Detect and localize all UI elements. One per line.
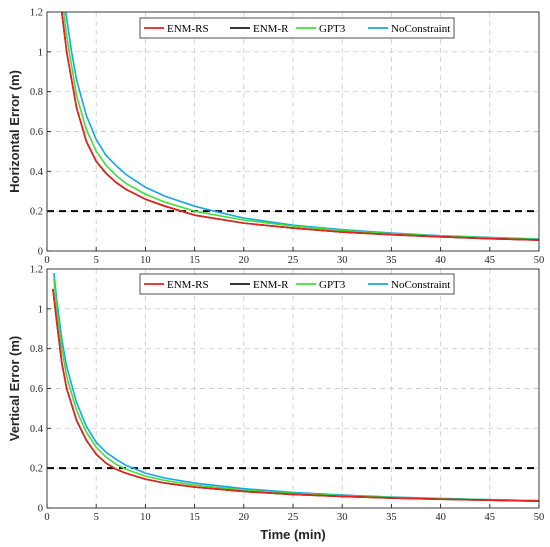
x-tick-label: 15 bbox=[189, 255, 200, 266]
legend-label-enm-r: ENM-R bbox=[253, 279, 289, 291]
x-tick-label: 10 bbox=[140, 512, 151, 523]
x-tick-label: 35 bbox=[386, 255, 397, 266]
x-tick-label: 0 bbox=[44, 512, 49, 523]
x-tick-label: 20 bbox=[239, 512, 250, 523]
y-tick-label: 0.2 bbox=[30, 464, 43, 475]
x-tick-label: 30 bbox=[337, 512, 348, 523]
legend-label-noconstraint: NoConstraint bbox=[391, 279, 450, 291]
series-line-gpt3 bbox=[62, 12, 539, 241]
legend-label-noconstraint: NoConstraint bbox=[391, 23, 450, 35]
x-tick-label: 25 bbox=[288, 512, 299, 523]
series-line-noconstraint bbox=[53, 272, 539, 502]
y-tick-label: 0.6 bbox=[30, 127, 43, 138]
x-tick-label: 15 bbox=[189, 512, 200, 523]
x-tick-label: 10 bbox=[140, 255, 151, 266]
y-tick-label: 1.2 bbox=[30, 8, 43, 19]
x-tick-label: 40 bbox=[435, 255, 446, 266]
legend-label-gpt3: GPT3 bbox=[319, 279, 346, 291]
x-tick-label: 5 bbox=[94, 255, 99, 266]
x-tick-label: 35 bbox=[386, 512, 397, 523]
y-tick-label: 0.8 bbox=[30, 344, 43, 355]
x-tick-label: 40 bbox=[435, 512, 446, 523]
x-axis-label: Time (min) bbox=[260, 527, 326, 542]
y-tick-label: 1.2 bbox=[30, 265, 43, 276]
legend-label-enm-r: ENM-R bbox=[253, 23, 289, 35]
series-line-gpt3 bbox=[53, 278, 539, 502]
y-tick-label: 0.6 bbox=[30, 384, 43, 395]
legend-label-enm-rs: ENM-RS bbox=[167, 23, 209, 35]
series-line-noconstraint bbox=[64, 12, 539, 240]
legend: ENM-RS ENM-R GPT3 NoConstraint bbox=[139, 17, 455, 39]
x-tick-label: 50 bbox=[534, 255, 545, 266]
chart-panel-1: 0 5 10 15 20 25 30 35 40 45 50 0 0.2 0.4 0.6 0.8 1 1.2 Hor… bbox=[7, 8, 544, 267]
y-axis-label: Horizontal Error (m) bbox=[7, 70, 22, 193]
legend: ENM-RS ENM-R GPT3 NoConstraint bbox=[139, 273, 455, 295]
series-line-enm-rs bbox=[52, 288, 539, 502]
y-axis-label: Vertical Error (m) bbox=[7, 336, 22, 442]
chart-panel-2: 0 5 10 15 20 25 30 35 40 45 50 0 0.2 0.4 0.6 0.8 1 1.2 Ver… bbox=[7, 265, 544, 543]
x-tick-label: 5 bbox=[94, 512, 99, 523]
legend-label-enm-rs: ENM-RS bbox=[167, 279, 209, 291]
series-line-enm-r bbox=[60, 12, 539, 241]
y-tick-label: 1 bbox=[38, 304, 43, 315]
x-tick-label: 45 bbox=[485, 255, 496, 266]
x-tick-label: 50 bbox=[534, 512, 545, 523]
y-tick-label: 0 bbox=[38, 247, 43, 258]
x-tick-label: 30 bbox=[337, 255, 348, 266]
series-line-enm-rs bbox=[60, 12, 539, 241]
legend-label-gpt3: GPT3 bbox=[319, 23, 346, 35]
y-tick-label: 0 bbox=[38, 504, 43, 515]
y-tick-label: 0.4 bbox=[30, 167, 44, 178]
y-tick-label: 1 bbox=[38, 47, 43, 58]
y-tick-label: 0.8 bbox=[30, 87, 43, 98]
x-tick-label: 0 bbox=[44, 255, 49, 266]
y-tick-label: 0.2 bbox=[30, 207, 43, 218]
y-tick-label: 0.4 bbox=[30, 424, 44, 435]
x-tick-label: 45 bbox=[485, 512, 496, 523]
x-tick-label: 25 bbox=[288, 255, 299, 266]
x-tick-label: 20 bbox=[239, 255, 250, 266]
